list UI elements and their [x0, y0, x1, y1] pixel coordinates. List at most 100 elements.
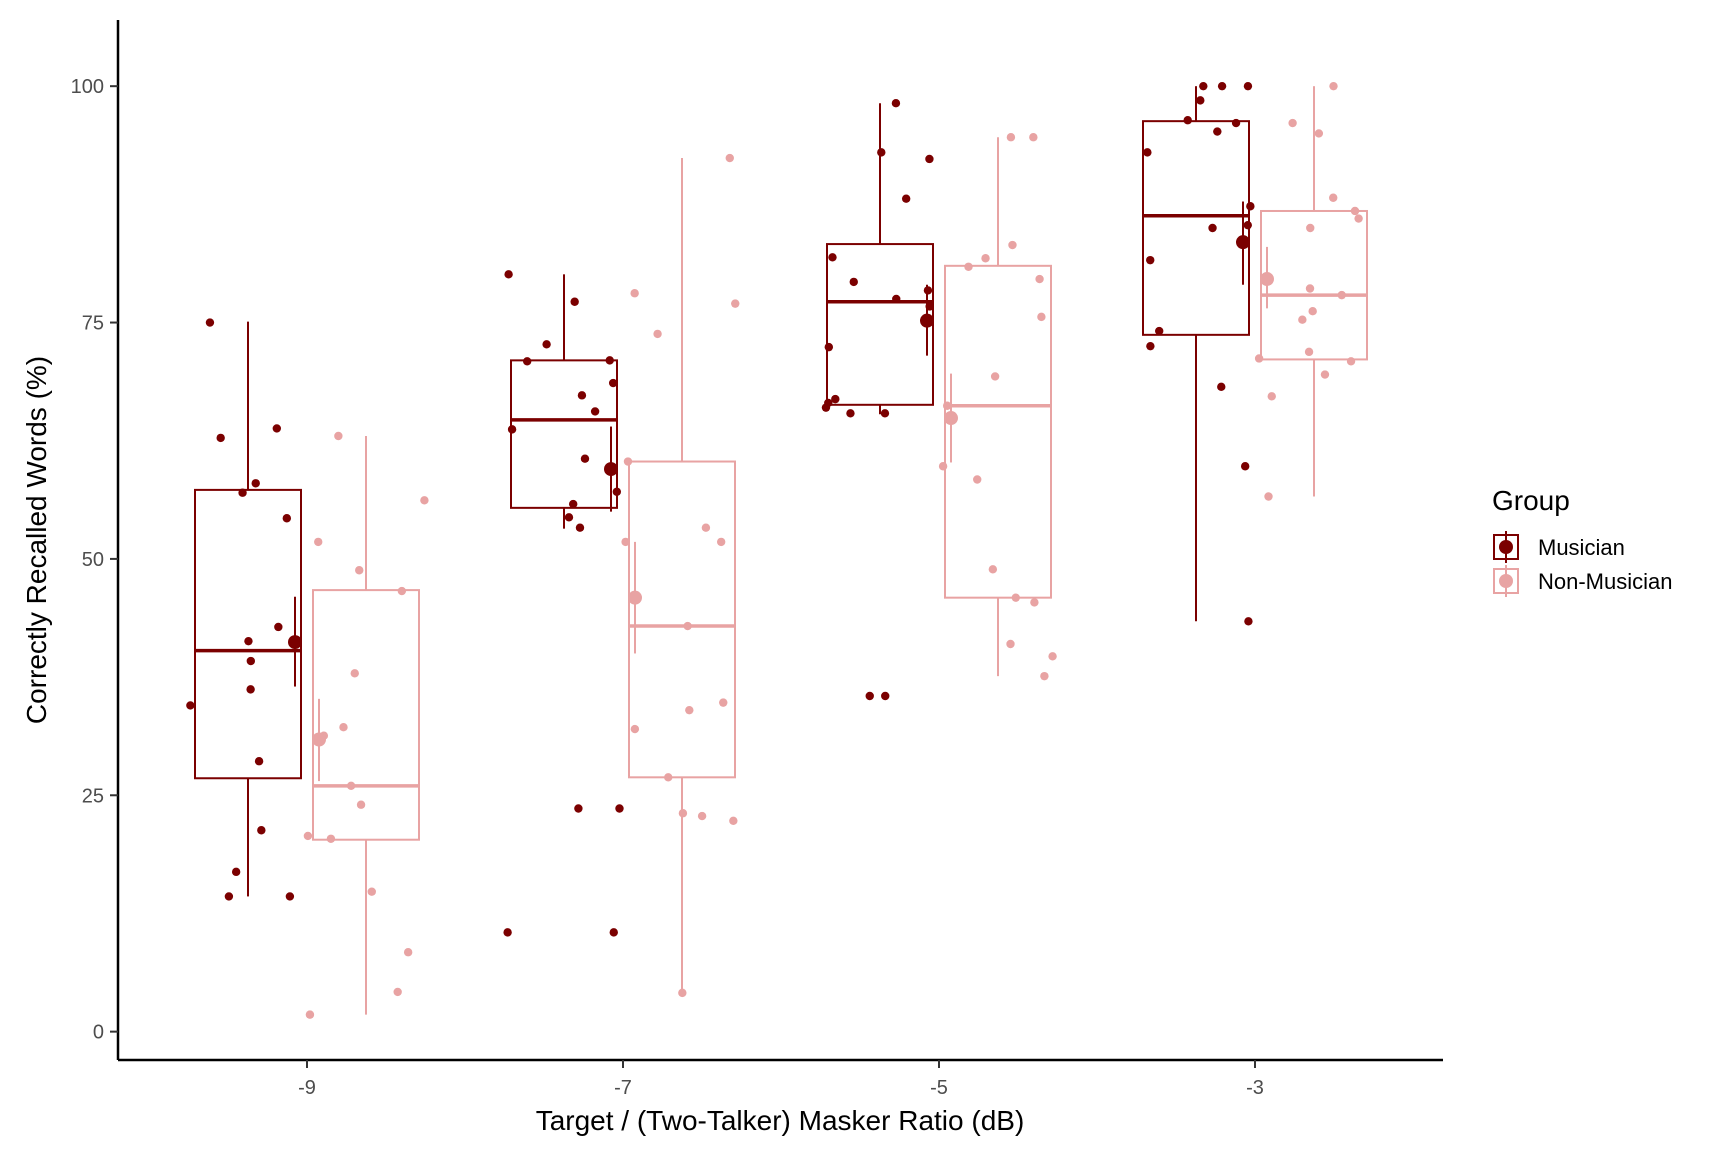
non-musician-point-0-10: [303, 831, 313, 841]
non-musician-point-1-3: [653, 329, 662, 339]
non-musician-point-1-10: [685, 705, 694, 715]
musician-point-3-8: [1246, 202, 1255, 211]
musician-point-1-7: [590, 407, 600, 416]
musician-point-0-7: [244, 636, 253, 646]
non-musician-point-2-5: [1035, 274, 1044, 284]
legend-label-non-musician: Non-Musician: [1538, 569, 1673, 594]
musician-point-3-0: [1199, 81, 1208, 91]
non-musician-point-0-11: [326, 834, 336, 843]
y-tick-label-0: 0: [93, 1022, 104, 1044]
musician-point-3-6: [1213, 127, 1222, 136]
x-tick-label-2: -5: [930, 1077, 948, 1099]
musician-point-2-5: [849, 277, 858, 287]
non-musician-point-1-4: [623, 457, 633, 466]
musician-point-3-5: [1231, 118, 1241, 128]
non-musician-point-3-4: [1350, 206, 1360, 216]
musician-mean-2: [920, 313, 934, 328]
non-musician-point-1-7: [621, 537, 630, 547]
non-musician-point-1-13: [678, 809, 688, 818]
musician-point-0-15: [224, 892, 234, 901]
non-musician-point-1-12: [664, 773, 673, 782]
musician-box-1: [510, 359, 618, 509]
non-musician-point-3-7: [1305, 284, 1315, 293]
musician-point-1-17: [503, 928, 512, 937]
non-musician-point-1-11: [630, 724, 640, 734]
musician-point-3-7: [1143, 148, 1152, 157]
musician-point-0-11: [254, 757, 264, 766]
musician-point-2-15: [881, 691, 890, 701]
x-tick-label-1: -7: [614, 1077, 632, 1099]
non-musician-point-1-16: [678, 988, 687, 998]
axes: [116, 20, 1443, 1062]
legend-key-musician: [1493, 531, 1519, 563]
musician-point-1-5: [608, 378, 618, 388]
musician-point-0-0: [205, 318, 215, 327]
musician-mean-3: [1236, 235, 1250, 250]
non-musician-point-1-5: [701, 523, 711, 532]
non-musician-box-1: [628, 460, 736, 779]
non-musician-point-1-15: [697, 811, 707, 821]
y-tick-label-2: 50: [82, 549, 104, 571]
non-musician-point-2-16: [1040, 671, 1049, 681]
non-musician-point-3-0: [1329, 81, 1338, 91]
musician-point-0-12: [257, 826, 266, 835]
musician-point-1-11: [568, 499, 578, 509]
musician-point-3-9: [1243, 220, 1252, 230]
non-musician-point-2-11: [988, 565, 998, 574]
ticks: 0 25 50 75 100 -9 -7 -5 -3: [71, 76, 1264, 1099]
y-tick-label-3: 75: [82, 313, 104, 335]
legend-key-non-musician: [1493, 565, 1519, 597]
musician-point-0-2: [251, 479, 260, 488]
musician-point-3-1: [1243, 81, 1253, 91]
musician-point-1-9: [580, 454, 590, 463]
non-musician-point-3-1: [1288, 118, 1297, 128]
non-musician-box-2: [944, 264, 1052, 599]
non-musician-point-2-8: [942, 401, 952, 410]
musician-point-2-14: [880, 409, 890, 418]
non-musician-point-1-0: [725, 153, 734, 163]
musician-point-3-15: [1240, 462, 1250, 471]
non-musician-mean-0: [312, 732, 326, 747]
musician-point-1-6: [577, 391, 587, 400]
musician-point-0-5: [282, 514, 292, 523]
non-musician-point-0-14: [393, 987, 402, 997]
non-musician-point-3-11: [1304, 347, 1314, 357]
musician-point-2-16: [865, 691, 874, 701]
non-musician-point-2-12: [1011, 593, 1020, 602]
non-musician-point-3-6: [1306, 223, 1315, 233]
musician-point-0-6: [274, 622, 283, 632]
musician-point-1-2: [542, 340, 551, 349]
non-musician-point-0-15: [305, 1010, 315, 1019]
musician-point-0-10: [186, 701, 195, 710]
non-musician-point-0-1: [420, 496, 429, 505]
non-musician-point-3-15: [1267, 392, 1276, 401]
musician-point-2-10: [831, 394, 840, 404]
musician-point-3-4: [1183, 116, 1192, 125]
musician-point-0-13: [231, 867, 241, 877]
musician-box-2: [826, 243, 934, 406]
musician-point-1-13: [575, 523, 585, 532]
musician-point-3-11: [1146, 255, 1155, 265]
non-musician-point-3-10: [1298, 315, 1307, 324]
non-musician-point-2-6: [1037, 312, 1046, 322]
non-musician-point-0-5: [350, 669, 359, 678]
musician-point-2-3: [901, 194, 911, 203]
non-musician-point-1-2: [731, 299, 740, 308]
musician-point-2-0: [891, 99, 901, 108]
non-musician-point-0-12: [367, 887, 376, 896]
musician-point-1-12: [564, 513, 574, 522]
musician-point-0-1: [272, 424, 282, 433]
x-axis-title: Target / (Two-Talker) Masker Ratio (dB): [536, 1105, 1025, 1136]
musician-box-0: [194, 488, 302, 780]
musician-point-3-12: [1155, 326, 1164, 336]
y-tick-label-4: 100: [71, 76, 104, 98]
musician-mean-0: [288, 635, 302, 650]
non-musician-point-0-6: [339, 723, 348, 732]
legend-label-musician: Musician: [1538, 535, 1625, 560]
non-musician-point-2-14: [1006, 639, 1015, 649]
musician-point-0-4: [216, 433, 225, 443]
non-musician-point-3-8: [1337, 290, 1346, 300]
musician-point-1-8: [507, 425, 517, 434]
non-musician-point-0-3: [355, 566, 364, 575]
